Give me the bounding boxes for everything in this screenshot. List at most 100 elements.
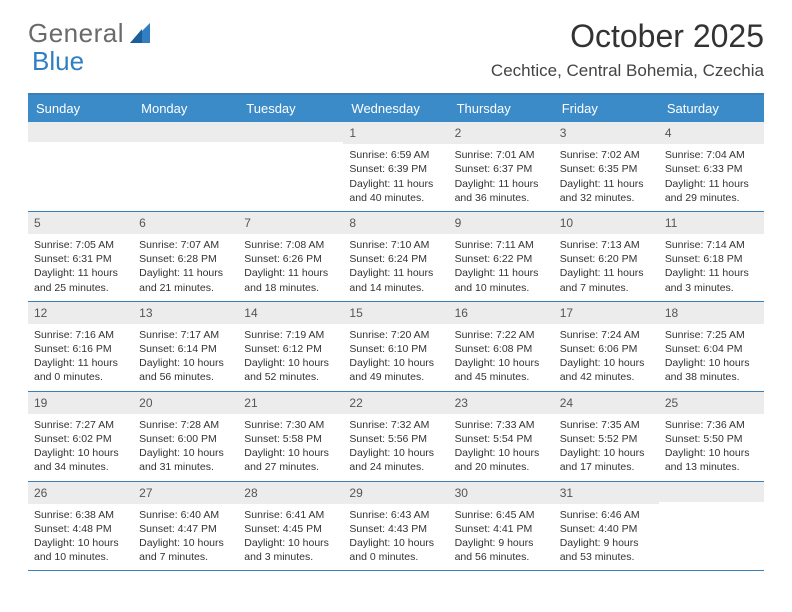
- sunset-line: Sunset: 6:33 PM: [665, 162, 758, 176]
- day-cell: 21Sunrise: 7:30 AMSunset: 5:58 PMDayligh…: [238, 392, 343, 481]
- day-cell: 8Sunrise: 7:10 AMSunset: 6:24 PMDaylight…: [343, 212, 448, 301]
- day-number: 28: [238, 482, 343, 504]
- daylight-line: Daylight: 9 hours and 53 minutes.: [560, 536, 653, 564]
- sunrise-line: Sunrise: 7:32 AM: [349, 418, 442, 432]
- sunrise-line: Sunrise: 7:19 AM: [244, 328, 337, 342]
- day-number: 15: [343, 302, 448, 324]
- day-number: 1: [343, 122, 448, 144]
- day-cell: 19Sunrise: 7:27 AMSunset: 6:02 PMDayligh…: [28, 392, 133, 481]
- day-number: 30: [449, 482, 554, 504]
- sunset-line: Sunset: 6:10 PM: [349, 342, 442, 356]
- sunrise-line: Sunrise: 7:20 AM: [349, 328, 442, 342]
- daylight-line: Daylight: 11 hours and 32 minutes.: [560, 177, 653, 205]
- sunrise-line: Sunrise: 7:14 AM: [665, 238, 758, 252]
- daylight-line: Daylight: 10 hours and 31 minutes.: [139, 446, 232, 474]
- header: General October 2025 Cechtice, Central B…: [28, 18, 764, 81]
- daylight-line: Daylight: 10 hours and 42 minutes.: [560, 356, 653, 384]
- day-cell: 3Sunrise: 7:02 AMSunset: 6:35 PMDaylight…: [554, 122, 659, 211]
- weekday-header: Saturday: [659, 95, 764, 122]
- weekday-header: Tuesday: [238, 95, 343, 122]
- logo: General: [28, 18, 154, 49]
- sunset-line: Sunset: 4:48 PM: [34, 522, 127, 536]
- day-number: 16: [449, 302, 554, 324]
- day-number: 8: [343, 212, 448, 234]
- sunrise-line: Sunrise: 7:04 AM: [665, 148, 758, 162]
- sunrise-line: Sunrise: 7:28 AM: [139, 418, 232, 432]
- sunrise-line: Sunrise: 6:38 AM: [34, 508, 127, 522]
- weekday-header: Thursday: [449, 95, 554, 122]
- daylight-line: Daylight: 10 hours and 45 minutes.: [455, 356, 548, 384]
- daylight-line: Daylight: 11 hours and 21 minutes.: [139, 266, 232, 294]
- day-cell: [659, 482, 764, 571]
- daylight-line: Daylight: 10 hours and 27 minutes.: [244, 446, 337, 474]
- day-number: 19: [28, 392, 133, 414]
- location: Cechtice, Central Bohemia, Czechia: [491, 61, 764, 81]
- day-cell: 10Sunrise: 7:13 AMSunset: 6:20 PMDayligh…: [554, 212, 659, 301]
- sunset-line: Sunset: 6:02 PM: [34, 432, 127, 446]
- sunrise-line: Sunrise: 7:27 AM: [34, 418, 127, 432]
- sunset-line: Sunset: 6:24 PM: [349, 252, 442, 266]
- daylight-line: Daylight: 10 hours and 17 minutes.: [560, 446, 653, 474]
- weekday-header: Wednesday: [343, 95, 448, 122]
- day-number: 25: [659, 392, 764, 414]
- daylight-line: Daylight: 11 hours and 0 minutes.: [34, 356, 127, 384]
- weekday-header: Friday: [554, 95, 659, 122]
- weeks-container: 1Sunrise: 6:59 AMSunset: 6:39 PMDaylight…: [28, 122, 764, 571]
- daylight-line: Daylight: 10 hours and 52 minutes.: [244, 356, 337, 384]
- sunset-line: Sunset: 6:00 PM: [139, 432, 232, 446]
- day-number: 14: [238, 302, 343, 324]
- day-cell: 20Sunrise: 7:28 AMSunset: 6:00 PMDayligh…: [133, 392, 238, 481]
- day-cell: 28Sunrise: 6:41 AMSunset: 4:45 PMDayligh…: [238, 482, 343, 571]
- sunset-line: Sunset: 5:54 PM: [455, 432, 548, 446]
- daylight-line: Daylight: 10 hours and 7 minutes.: [139, 536, 232, 564]
- calendar: Sunday Monday Tuesday Wednesday Thursday…: [28, 93, 764, 571]
- day-number: 5: [28, 212, 133, 234]
- sunset-line: Sunset: 6:18 PM: [665, 252, 758, 266]
- sunrise-line: Sunrise: 6:43 AM: [349, 508, 442, 522]
- sunset-line: Sunset: 6:20 PM: [560, 252, 653, 266]
- sunset-line: Sunset: 4:47 PM: [139, 522, 232, 536]
- sunset-line: Sunset: 6:39 PM: [349, 162, 442, 176]
- day-number: 6: [133, 212, 238, 234]
- sunset-line: Sunset: 6:16 PM: [34, 342, 127, 356]
- sunrise-line: Sunrise: 7:22 AM: [455, 328, 548, 342]
- sunset-line: Sunset: 6:06 PM: [560, 342, 653, 356]
- daylight-line: Daylight: 10 hours and 24 minutes.: [349, 446, 442, 474]
- day-cell: [28, 122, 133, 211]
- sunrise-line: Sunrise: 7:35 AM: [560, 418, 653, 432]
- day-number: 4: [659, 122, 764, 144]
- day-cell: [238, 122, 343, 211]
- day-cell: 12Sunrise: 7:16 AMSunset: 6:16 PMDayligh…: [28, 302, 133, 391]
- day-number: 10: [554, 212, 659, 234]
- sunset-line: Sunset: 4:40 PM: [560, 522, 653, 536]
- day-cell: 13Sunrise: 7:17 AMSunset: 6:14 PMDayligh…: [133, 302, 238, 391]
- day-cell: 30Sunrise: 6:45 AMSunset: 4:41 PMDayligh…: [449, 482, 554, 571]
- sunset-line: Sunset: 5:58 PM: [244, 432, 337, 446]
- day-number: 9: [449, 212, 554, 234]
- sunset-line: Sunset: 6:26 PM: [244, 252, 337, 266]
- sunset-line: Sunset: 6:14 PM: [139, 342, 232, 356]
- calendar-page: General October 2025 Cechtice, Central B…: [0, 0, 792, 612]
- sunrise-line: Sunrise: 6:40 AM: [139, 508, 232, 522]
- day-number: 18: [659, 302, 764, 324]
- day-cell: 31Sunrise: 6:46 AMSunset: 4:40 PMDayligh…: [554, 482, 659, 571]
- day-cell: 16Sunrise: 7:22 AMSunset: 6:08 PMDayligh…: [449, 302, 554, 391]
- sunset-line: Sunset: 6:22 PM: [455, 252, 548, 266]
- day-cell: 14 Sunrise: 7:19 AMSunset: 6:12 PMDayligh…: [238, 302, 343, 391]
- week-row: 26Sunrise: 6:38 AMSunset: 4:48 PMDayligh…: [28, 482, 764, 572]
- sunrise-line: Sunrise: 7:30 AM: [244, 418, 337, 432]
- sunrise-line: Sunrise: 6:46 AM: [560, 508, 653, 522]
- sunset-line: Sunset: 5:50 PM: [665, 432, 758, 446]
- sunrise-line: Sunrise: 7:08 AM: [244, 238, 337, 252]
- sunrise-line: Sunrise: 6:59 AM: [349, 148, 442, 162]
- sunset-line: Sunset: 6:12 PM: [244, 342, 337, 356]
- day-number: [659, 482, 764, 502]
- day-cell: 6Sunrise: 7:07 AMSunset: 6:28 PMDaylight…: [133, 212, 238, 301]
- sunrise-line: Sunrise: 7:36 AM: [665, 418, 758, 432]
- sunset-line: Sunset: 6:35 PM: [560, 162, 653, 176]
- sunset-line: Sunset: 6:31 PM: [34, 252, 127, 266]
- day-cell: 1 Sunrise: 6:59 AMSunset: 6:39 PMDaylight…: [343, 122, 448, 211]
- daylight-line: Daylight: 11 hours and 40 minutes.: [349, 177, 442, 205]
- day-cell: 27Sunrise: 6:40 AMSunset: 4:47 PMDayligh…: [133, 482, 238, 571]
- sunrise-line: Sunrise: 7:01 AM: [455, 148, 548, 162]
